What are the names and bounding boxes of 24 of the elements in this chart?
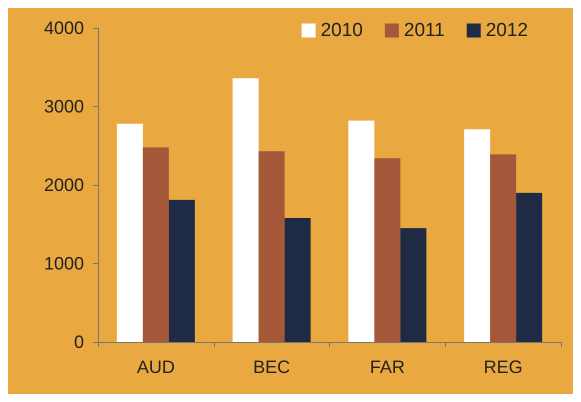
x-tick-label: BEC (253, 357, 290, 377)
y-tick-label: 1000 (44, 254, 84, 274)
y-tick-label: 4000 (44, 18, 84, 38)
x-tick-label: REG (484, 357, 523, 377)
bar (116, 124, 143, 342)
bar (516, 192, 542, 342)
legend-label: 2010 (320, 20, 363, 41)
bar (464, 129, 490, 342)
bar (348, 120, 374, 342)
bar (490, 154, 516, 342)
bar (400, 228, 426, 342)
bar (374, 158, 400, 342)
legend-label: 2012 (486, 20, 528, 41)
bar (232, 78, 259, 342)
y-tick-label: 0 (74, 332, 84, 352)
bar (258, 151, 285, 342)
bar (168, 200, 195, 342)
x-tick-label: AUD (136, 357, 175, 377)
y-tick-label: 3000 (44, 96, 84, 116)
bar (142, 147, 169, 342)
y-tick-label: 2000 (44, 175, 84, 195)
bar (284, 218, 311, 342)
x-tick-label: FAR (370, 357, 405, 377)
legend-label: 2011 (404, 20, 445, 41)
